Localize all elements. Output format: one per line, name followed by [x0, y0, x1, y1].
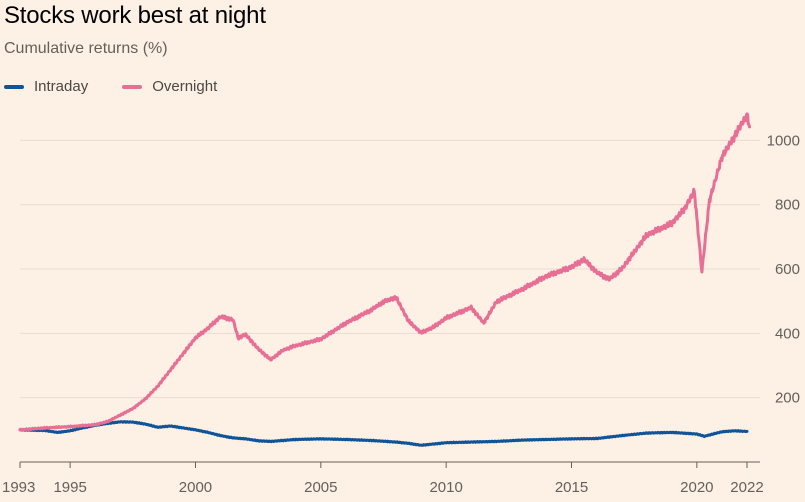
legend-swatch-intraday [4, 84, 24, 89]
y-tick-label-400: 400 [775, 325, 800, 342]
legend: Intraday Overnight [4, 78, 251, 95]
y-tick-label-1000: 1000 [767, 132, 800, 149]
x-tick-label-1993: 1993 [2, 479, 35, 496]
x-tick-label-2005: 2005 [304, 479, 337, 496]
x-tick-label-2010: 2010 [429, 479, 462, 496]
y-tick-label-200: 200 [775, 390, 800, 407]
x-tick-label-2000: 2000 [179, 479, 212, 496]
x-tick-label-2015: 2015 [555, 479, 588, 496]
legend-swatch-overnight [122, 84, 143, 89]
legend-label-overnight: Overnight [152, 78, 218, 95]
series-line-overnight [18, 112, 751, 432]
chart-subtitle: Cumulative returns (%) [4, 40, 168, 57]
legend-item-overnight: Overnight [122, 78, 217, 95]
legend-label-intraday: Intraday [34, 78, 89, 95]
chart-title: Stocks work best at night [4, 2, 266, 29]
x-tick-label-2022: 2022 [730, 479, 763, 496]
x-tick-label-1995: 1995 [53, 479, 86, 496]
series-line-intraday [18, 420, 749, 447]
y-tick-label-800: 800 [775, 197, 800, 214]
legend-item-intraday: Intraday [4, 78, 88, 95]
x-tick-label-2020: 2020 [680, 479, 713, 496]
y-tick-label-600: 600 [775, 261, 800, 278]
